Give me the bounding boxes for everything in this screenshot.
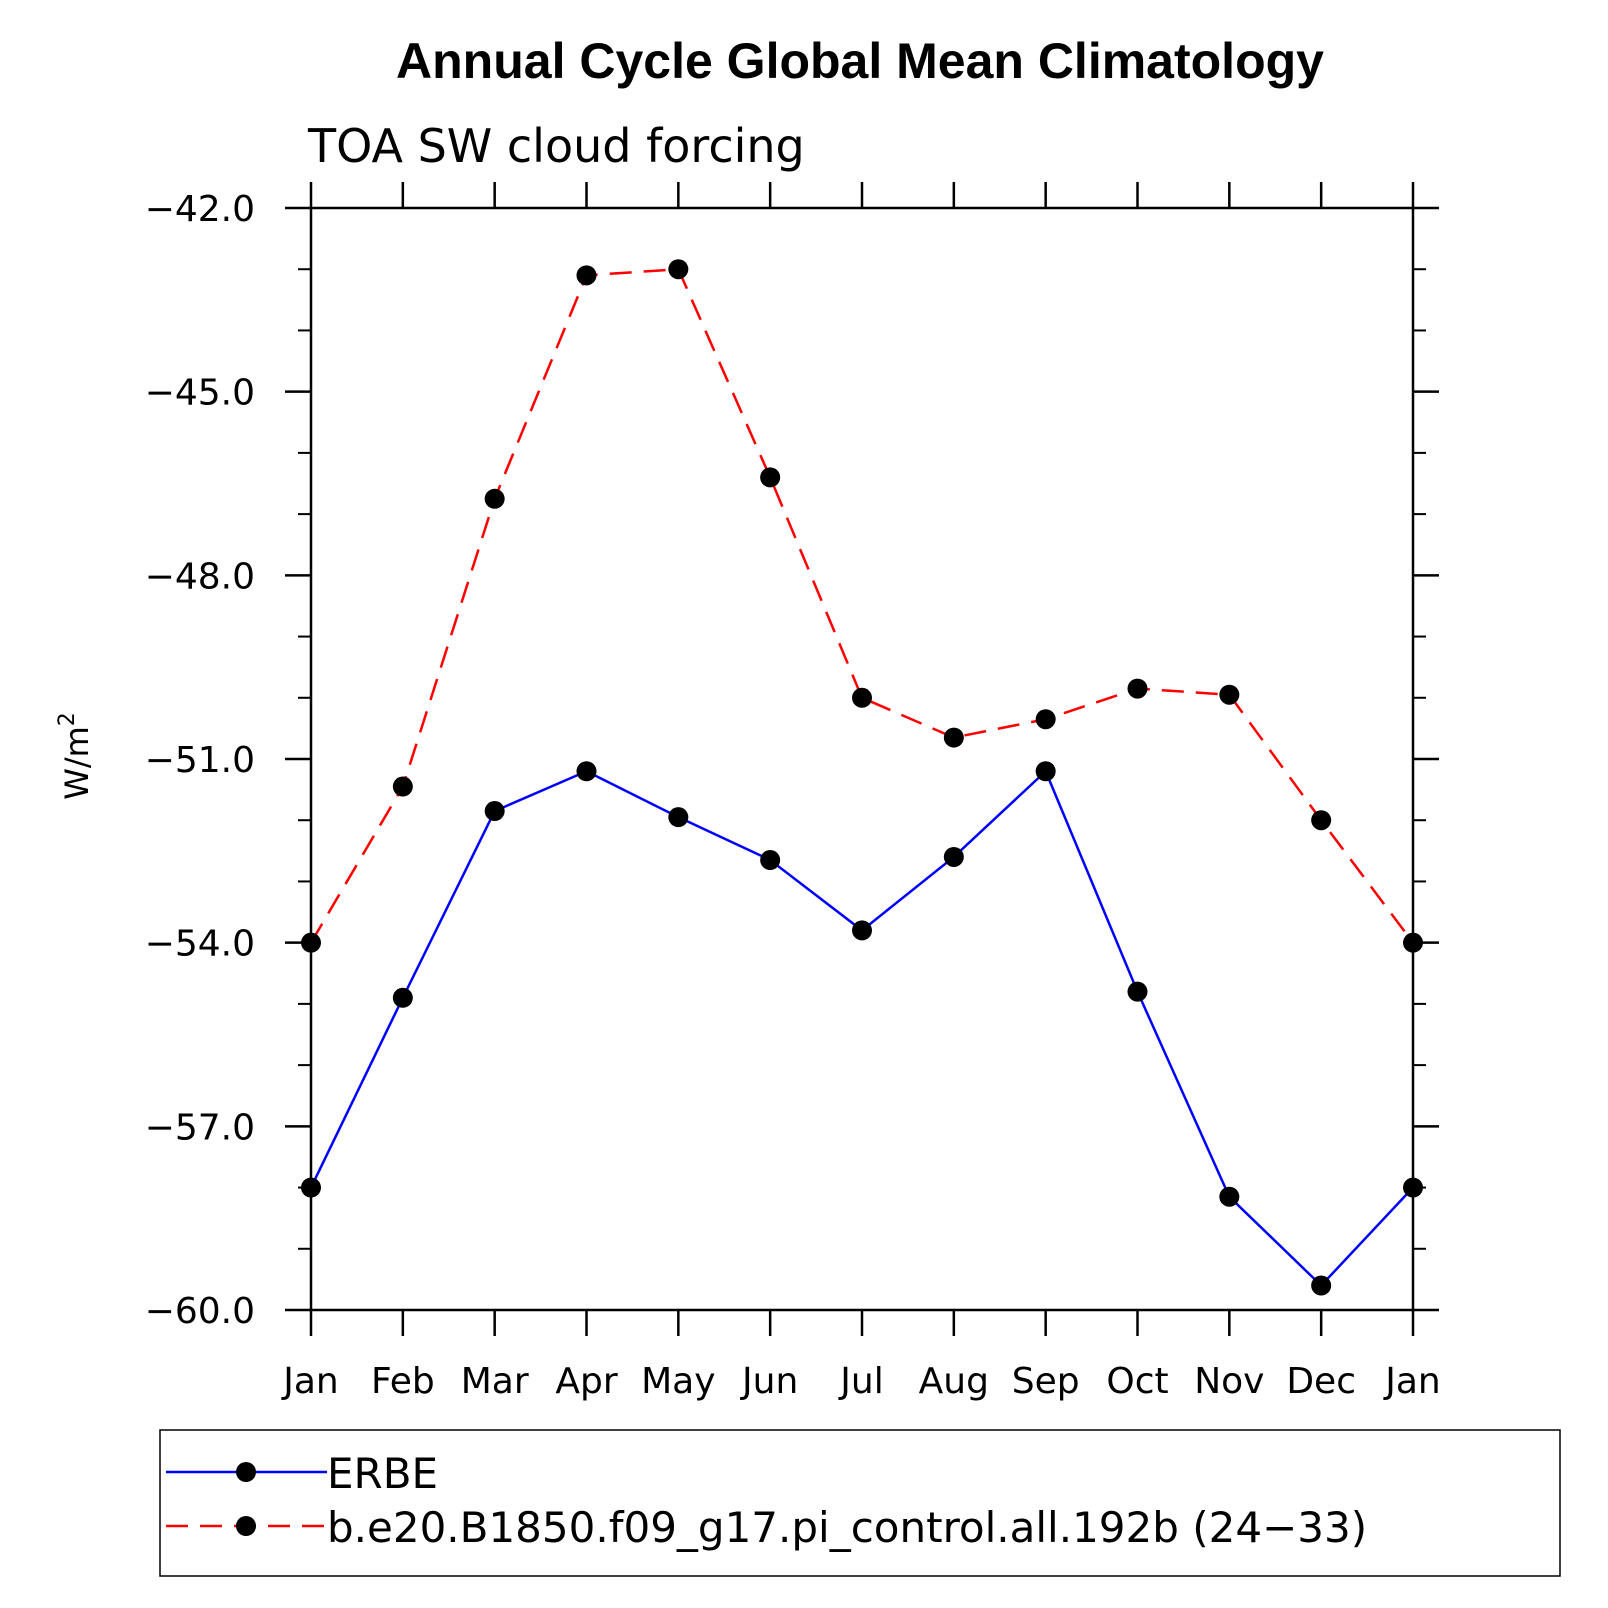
x-tick-label: Jun — [740, 1361, 798, 1402]
x-tick-label: Jan — [1383, 1361, 1441, 1402]
data-point — [1035, 761, 1056, 782]
legend: ERBE b.e20.B1850.f09_g17.pi_control.all.… — [159, 1429, 1561, 1577]
series-line-1 — [309, 267, 1414, 944]
data-point — [852, 687, 872, 708]
x-tick-label: Mar — [461, 1361, 529, 1402]
chart-subtitle: TOA SW cloud forcing — [307, 119, 805, 173]
data-point — [852, 920, 872, 941]
data-point — [760, 850, 781, 871]
y-tick-label: −42.0 — [145, 189, 255, 230]
data-point — [760, 467, 781, 488]
y-tick-label: −45.0 — [145, 373, 255, 414]
x-tick-label: Apr — [555, 1361, 617, 1402]
x-tick-label: Jan — [281, 1361, 339, 1402]
series-layer — [301, 259, 1423, 1296]
y-tick-label: −48.0 — [145, 556, 255, 597]
data-point — [576, 761, 597, 782]
chart-title: Annual Cycle Global Mean Climatology — [396, 33, 1324, 89]
y-axis-label-superscript: 2 — [55, 712, 80, 726]
legend-marker-erbe — [236, 1462, 256, 1482]
series-line-0 — [309, 769, 1414, 1288]
data-point — [576, 265, 597, 286]
x-tick-label: Aug — [919, 1361, 989, 1402]
data-point — [301, 1177, 321, 1198]
data-point — [1403, 932, 1423, 953]
data-point — [301, 932, 321, 953]
data-point — [1311, 1275, 1332, 1296]
y-tick-label: −54.0 — [145, 924, 255, 965]
y-tick-label: −60.0 — [145, 1291, 255, 1332]
x-tick-label: Nov — [1194, 1361, 1264, 1402]
data-point — [1127, 981, 1148, 1002]
y-axis-label: W/m2 — [55, 712, 96, 800]
y-tick-label: −51.0 — [145, 740, 255, 781]
data-point — [392, 987, 413, 1008]
data-point — [392, 776, 413, 797]
x-tick-label: Sep — [1012, 1361, 1080, 1402]
data-point — [1219, 1186, 1240, 1207]
x-tick-label: May — [641, 1361, 715, 1402]
data-point — [1219, 684, 1240, 705]
y-tick-label: −57.0 — [145, 1107, 255, 1148]
data-point — [943, 727, 964, 748]
data-point — [1403, 1177, 1423, 1198]
data-point — [668, 259, 689, 280]
data-point — [1311, 810, 1332, 831]
legend-marker-model — [236, 1516, 256, 1536]
legend-label-model: b.e20.B1850.f09_g17.pi_control.all.192b … — [327, 1503, 1367, 1552]
x-tick-label: Dec — [1286, 1361, 1356, 1402]
data-point — [484, 801, 505, 822]
data-point — [943, 846, 964, 867]
legend-label-erbe: ERBE — [327, 1449, 438, 1498]
legend-box — [159, 1429, 1561, 1577]
y-axis-label-unit: W/m — [58, 726, 96, 800]
plot-axes: −42.0 −45.0 −48.0 −51.0 −54.0 −57.0 −60.0 Jan Fe… — [145, 182, 1441, 1402]
x-tick-label: Feb — [371, 1361, 435, 1402]
data-point — [1035, 709, 1056, 730]
data-point — [668, 807, 689, 828]
data-point — [484, 488, 505, 509]
x-tick-label: Oct — [1106, 1361, 1168, 1402]
plot-frame — [309, 206, 1415, 1312]
data-point — [1127, 678, 1148, 699]
x-tick-label: Jul — [838, 1361, 883, 1402]
